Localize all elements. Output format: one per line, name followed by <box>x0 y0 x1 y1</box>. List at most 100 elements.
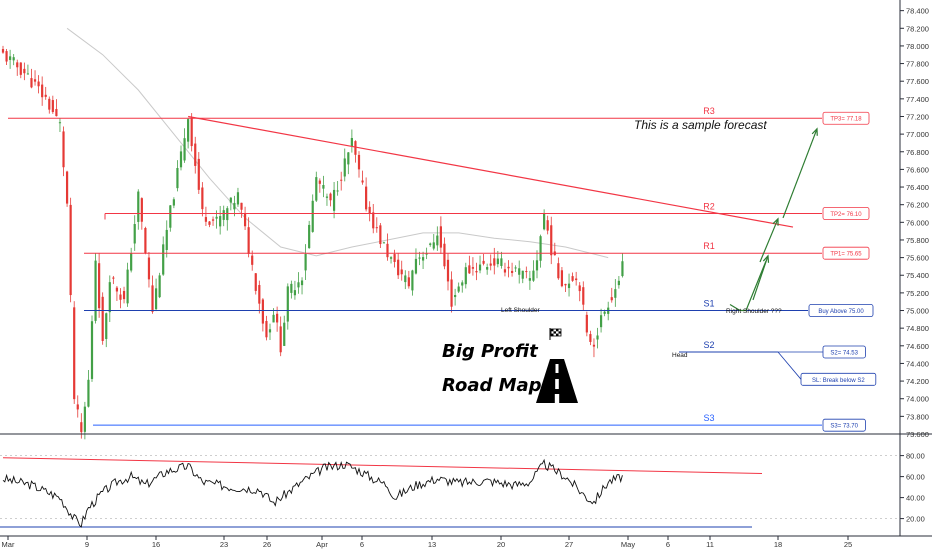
callout-box[interactable] <box>808 304 874 317</box>
candle-body <box>489 263 492 266</box>
candle-body <box>468 265 471 274</box>
level-r3[interactable]: R3 <box>8 106 822 119</box>
candle <box>557 257 560 280</box>
callout-support[interactable]: SL: Break below S2 <box>800 372 877 386</box>
candle <box>617 276 620 289</box>
price-pane[interactable]: R3 R2 R1 S1 S2 S3 TP3= 77.18 TP2= 76.10 TP1= 75.… <box>1 27 877 440</box>
candle <box>208 221 211 228</box>
candle-body <box>389 257 393 259</box>
candle-body <box>290 283 293 293</box>
candle <box>112 275 115 285</box>
candle-body <box>617 280 620 286</box>
candle-body <box>233 202 236 210</box>
candle <box>397 252 400 279</box>
candle-body <box>350 137 353 147</box>
candle <box>343 148 346 182</box>
candle <box>151 275 154 314</box>
callout-target[interactable]: TP2= 76.10 <box>822 207 870 220</box>
candle-body <box>521 270 524 279</box>
price-axis-label: 76.200 <box>906 201 929 210</box>
candle-body <box>550 225 553 256</box>
price-axis-label: 77.600 <box>906 77 929 86</box>
candle <box>197 152 200 194</box>
candle <box>194 136 197 174</box>
candle-body <box>254 273 257 291</box>
candle-body <box>297 282 300 288</box>
level-r2[interactable]: R2 <box>105 202 822 215</box>
candle-body <box>500 258 503 266</box>
candle-body <box>283 322 286 346</box>
candle-body <box>165 229 168 250</box>
candle <box>361 170 364 185</box>
candle-body <box>251 255 254 265</box>
candle <box>375 217 378 233</box>
price-axis-label: 77.800 <box>906 60 929 69</box>
candle <box>308 220 311 249</box>
level-s2[interactable]: S2 <box>679 340 778 353</box>
oscillator-pane[interactable] <box>0 455 900 528</box>
candle <box>12 54 15 66</box>
candle-body <box>236 192 240 205</box>
candle <box>115 286 119 302</box>
descending-trendline[interactable] <box>188 115 794 228</box>
candle-body <box>418 257 421 259</box>
candle <box>165 220 168 258</box>
candle-body <box>318 180 321 184</box>
candle-body <box>507 266 510 269</box>
candle-body <box>23 68 26 74</box>
candle-body <box>368 206 371 214</box>
callout-box[interactable] <box>822 246 870 260</box>
candle <box>137 189 140 230</box>
forecast-arrow-tp2-head <box>772 217 779 226</box>
candle-body <box>322 185 325 189</box>
time-axis-label: 13 <box>428 540 436 549</box>
callout-entry[interactable]: Buy Above 75.00 <box>808 304 874 317</box>
candle <box>493 247 496 275</box>
candle <box>528 270 531 290</box>
candle <box>386 233 389 261</box>
candle <box>332 181 336 219</box>
callout-box[interactable] <box>822 207 870 220</box>
callout-support[interactable]: S2= 74.53 <box>822 345 866 359</box>
price-axis-label: 78.400 <box>906 7 929 16</box>
callout-box[interactable] <box>822 111 870 125</box>
level-r1[interactable]: R1 <box>84 241 822 254</box>
candle-body <box>9 56 12 60</box>
candle-body <box>176 167 179 189</box>
candle <box>329 192 332 207</box>
candle-body <box>585 314 588 333</box>
candle-body <box>589 334 592 342</box>
candle-body <box>311 200 314 232</box>
candle-body <box>564 283 567 286</box>
candle <box>258 280 261 314</box>
candle-body <box>76 404 79 410</box>
price-axis-label: 73.600 <box>906 430 929 439</box>
candle-body <box>108 282 111 313</box>
forecast-arrows <box>729 127 818 312</box>
price-axis-label: 78.200 <box>906 24 929 33</box>
callout-box[interactable] <box>822 418 866 432</box>
candle-body <box>332 189 336 211</box>
price-axis-label: 77.200 <box>906 112 929 121</box>
callout-target[interactable]: TP3= 77.18 <box>822 111 870 125</box>
candle <box>414 248 418 275</box>
candle <box>553 242 556 256</box>
candle-body <box>286 286 289 322</box>
price-axis-label: 76.400 <box>906 183 929 192</box>
level-s1[interactable]: S1 <box>84 299 808 312</box>
candle <box>169 205 172 232</box>
candle <box>589 330 592 346</box>
candle <box>543 209 546 231</box>
candle-body <box>219 216 222 227</box>
callout-support[interactable]: S3= 73.70 <box>822 418 866 432</box>
callout-target[interactable]: TP1= 75.65 <box>822 246 870 260</box>
candle-body <box>268 329 272 333</box>
candle-body <box>397 259 400 276</box>
candle <box>58 118 62 132</box>
candle <box>439 216 442 254</box>
candle <box>243 206 247 230</box>
level-s3[interactable]: S3 <box>93 413 822 426</box>
price-axis-label: 76.600 <box>906 165 929 174</box>
candle-body <box>144 227 147 254</box>
time-axis-label: 25 <box>844 540 852 549</box>
